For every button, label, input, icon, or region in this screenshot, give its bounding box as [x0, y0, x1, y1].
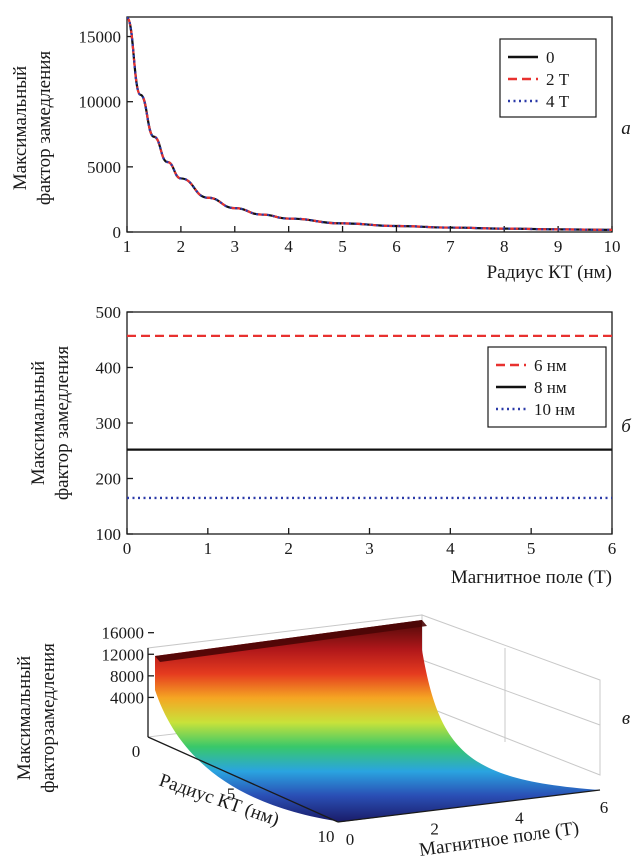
panel-a-legend-label: 4 Т	[546, 92, 570, 111]
panel-a-xtick-label: 5	[338, 237, 347, 256]
panel-b-ytick-label: 500	[96, 303, 122, 322]
panel-c-xtick-label: 10	[318, 827, 335, 846]
panel-b-legend-label: 10 нм	[534, 400, 575, 419]
panel-c-ylabel: Магнитное поле (Т)	[418, 818, 581, 861]
panel-b-ytick-label: 300	[96, 414, 122, 433]
panel-a-ylabel-line2: фактор замедления	[34, 51, 55, 206]
panel-c-axes	[147, 648, 601, 823]
panel-b-ticks: 0 1 2 3 4 5 6 100 200 300 400 500	[96, 303, 617, 558]
panel-b: 0 1 2 3 4 5 6 100 200 300 400 500 Магнитное поле (Т…	[28, 303, 632, 588]
panel-b-xtick-label: 2	[284, 539, 293, 558]
panel-a-xtick-label: 8	[500, 237, 509, 256]
panel-a-legend-entries: 0 2 Т 4 Т	[508, 48, 570, 111]
panel-c-surface-top-edge	[155, 620, 427, 662]
panel-a-xtick-label: 1	[123, 237, 132, 256]
panel-b-ytick-label: 100	[96, 525, 122, 544]
panel-a-ylabel-line1: Максимальный	[10, 66, 31, 190]
panel-a-frame	[126, 16, 613, 233]
panel-b-series	[127, 334, 612, 500]
panel-a-ytick-label: 0	[113, 223, 122, 242]
panel-a-ytick-label: 5000	[87, 158, 121, 177]
panel-a: 1 2 3 4 5 6 7 8 9 10 0 5000 10000 15000 Радиус КТ (нм…	[10, 16, 631, 283]
panel-a-xtick-label: 3	[231, 237, 240, 256]
panel-b-legend: 6 нм 8 нм 10 нм	[487, 346, 607, 428]
panel-c-ztick-label: 4000	[110, 688, 144, 707]
panel-c-ztick-label: 8000	[110, 667, 144, 686]
panel-c-ytick-label: 2	[430, 819, 439, 838]
panel-c-grid-z	[421, 659, 601, 726]
panel-b-legend-entries: 6 нм 8 нм 10 нм	[496, 356, 575, 419]
panel-b-xlabel: Магнитное поле (Т)	[451, 567, 612, 588]
panel-a-legend: 0 2 Т 4 Т	[499, 38, 597, 118]
panel-b-xtick-label: 0	[123, 539, 132, 558]
panel-b-xtick-label: 4	[446, 539, 455, 558]
panel-c-xtick-label: 5	[227, 785, 236, 804]
panel-c-label: в	[622, 708, 630, 729]
panel-c-ytick-label: 4	[515, 809, 524, 828]
panel-a-xtick-label: 10	[604, 237, 621, 256]
panel-b-legend-label: 6 нм	[534, 356, 567, 375]
panel-c-surface	[155, 620, 600, 822]
panel-a-label: а	[621, 118, 631, 139]
panel-b-ytick-label: 400	[96, 359, 122, 378]
panel-c-zlabel-line2: факторзамедления	[38, 643, 59, 793]
panel-c-ztick-label: 12000	[102, 645, 145, 664]
panel-b-label: б	[621, 416, 632, 437]
panel-a-xtick-label: 7	[446, 237, 455, 256]
panel-a-xtick-label: 9	[554, 237, 563, 256]
panel-c-y-axis	[337, 789, 601, 823]
panel-a-xtick-label: 4	[284, 237, 293, 256]
panel-a-legend-label: 2 Т	[546, 70, 570, 89]
panel-c-xtick-label: 0	[132, 742, 141, 761]
panel-b-legend-label: 8 нм	[534, 378, 567, 397]
panel-a-series	[127, 17, 612, 231]
panel-b-ylabel-line2: фактор замедления	[52, 346, 73, 501]
panel-a-ytick-label: 10000	[79, 93, 122, 112]
panel-a-xlabel: Радиус КТ (нм)	[487, 262, 612, 283]
panel-c-ztick-label: 16000	[102, 624, 145, 643]
panel-a-xtick-label: 2	[177, 237, 186, 256]
panel-c-ticks: 4000 8000 12000 16000 0 5 10 0 2 4 6	[102, 624, 609, 849]
panel-b-xtick-label: 6	[608, 539, 617, 558]
panel-a-xtick-label: 6	[392, 237, 401, 256]
panel-a-ytick-label: 15000	[79, 28, 122, 47]
panel-c-ytick-label: 0	[346, 830, 355, 849]
panel-a-legend-label: 0	[546, 48, 555, 67]
panel-b-xtick-label: 5	[527, 539, 536, 558]
panel-c-x-axis	[147, 736, 339, 823]
panel-b-ytick-label: 200	[96, 470, 122, 489]
panel-c-zlabel-line1: Максимальный	[14, 656, 35, 780]
panel-a-series-4-Т	[127, 17, 612, 231]
panel-b-xtick-label: 3	[365, 539, 374, 558]
panel-b-ylabel-line1: Максимальный	[28, 361, 49, 485]
panel-b-xtick-label: 1	[204, 539, 213, 558]
panel-c-ytick-label: 6	[600, 798, 609, 817]
